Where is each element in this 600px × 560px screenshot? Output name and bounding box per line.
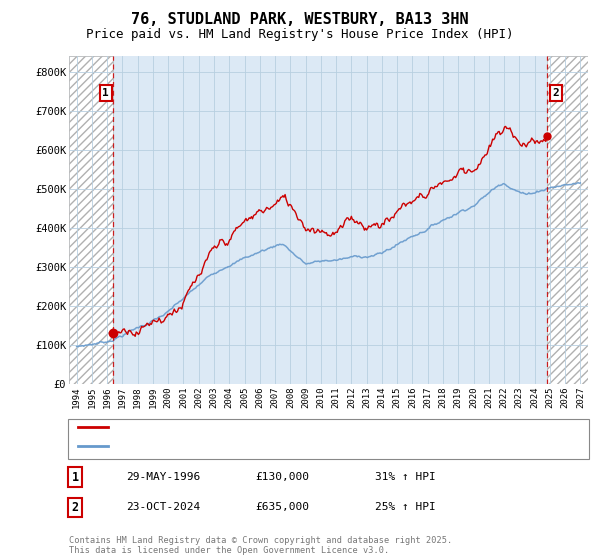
- Text: 2: 2: [71, 501, 79, 514]
- Text: 2: 2: [553, 88, 559, 98]
- Text: Contains HM Land Registry data © Crown copyright and database right 2025.
This d: Contains HM Land Registry data © Crown c…: [69, 536, 452, 555]
- Text: HPI: Average price, detached house, Wiltshire: HPI: Average price, detached house, Wilt…: [114, 441, 395, 451]
- Text: 76, STUDLAND PARK, WESTBURY, BA13 3HN: 76, STUDLAND PARK, WESTBURY, BA13 3HN: [131, 12, 469, 27]
- Text: £130,000: £130,000: [255, 472, 309, 482]
- Text: Price paid vs. HM Land Registry's House Price Index (HPI): Price paid vs. HM Land Registry's House …: [86, 28, 514, 41]
- Text: 25% ↑ HPI: 25% ↑ HPI: [375, 502, 436, 512]
- Text: 1: 1: [103, 88, 109, 98]
- Text: 23-OCT-2024: 23-OCT-2024: [126, 502, 200, 512]
- Text: 31% ↑ HPI: 31% ↑ HPI: [375, 472, 436, 482]
- Text: 1: 1: [71, 470, 79, 484]
- Text: 76, STUDLAND PARK, WESTBURY, BA13 3HN (detached house): 76, STUDLAND PARK, WESTBURY, BA13 3HN (d…: [114, 422, 452, 432]
- Text: £635,000: £635,000: [255, 502, 309, 512]
- Text: 29-MAY-1996: 29-MAY-1996: [126, 472, 200, 482]
